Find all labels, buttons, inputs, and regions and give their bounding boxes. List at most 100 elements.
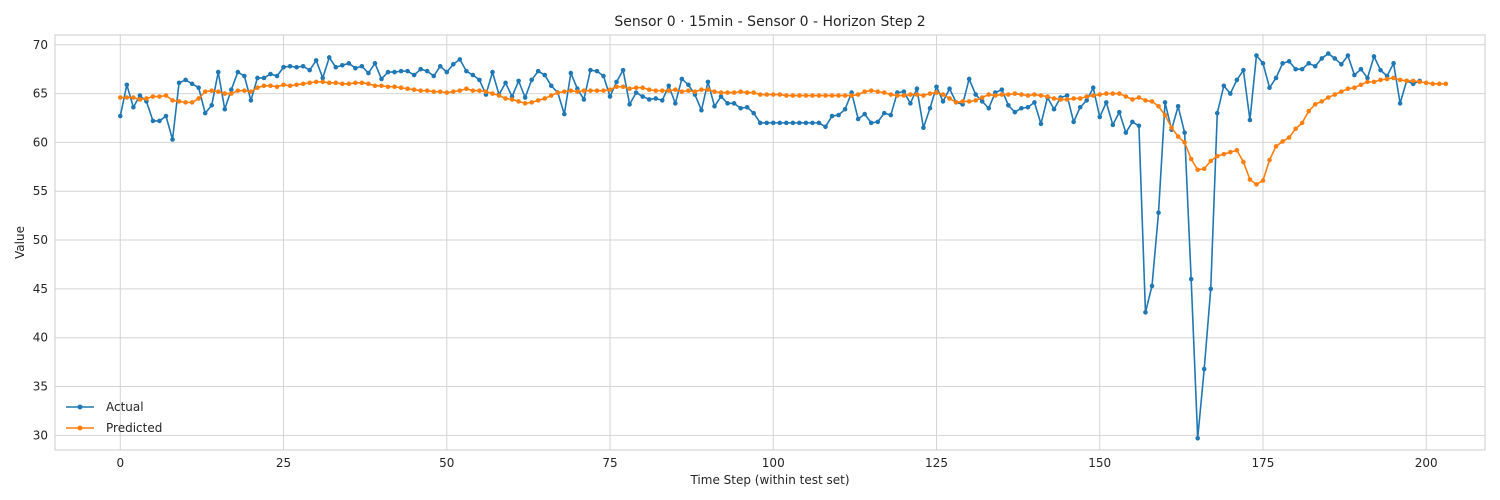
data-point <box>1325 51 1331 56</box>
data-point <box>1006 103 1011 108</box>
data-point <box>229 91 234 96</box>
data-point <box>1397 77 1403 83</box>
data-point <box>118 95 123 100</box>
data-point <box>1019 92 1024 97</box>
data-point <box>1032 92 1037 97</box>
data-point <box>803 120 809 126</box>
data-point <box>784 120 789 126</box>
data-point <box>1006 92 1011 97</box>
data-point <box>1169 125 1174 131</box>
plot-frame <box>54 34 1486 451</box>
legend-label: Actual <box>106 400 144 414</box>
data-point <box>816 120 822 126</box>
data-point <box>1267 85 1272 91</box>
data-point <box>947 96 952 101</box>
data-point <box>1306 108 1311 114</box>
data-point <box>607 94 613 99</box>
data-point <box>1358 66 1364 72</box>
data-point <box>777 120 783 126</box>
data-point <box>1143 310 1148 315</box>
data-point <box>679 89 685 94</box>
data-point <box>424 68 430 74</box>
data-point <box>1162 112 1168 118</box>
data-point <box>594 68 600 74</box>
data-point <box>888 112 894 118</box>
data-point <box>562 111 567 117</box>
data-point <box>1280 61 1285 66</box>
data-point <box>921 93 926 98</box>
data-point <box>1365 79 1370 85</box>
data-point <box>1228 91 1233 96</box>
data-point <box>777 92 783 97</box>
data-point <box>1110 122 1116 128</box>
x-tick-label: 175 <box>1252 456 1275 470</box>
data-point <box>757 120 763 126</box>
data-point <box>359 80 365 86</box>
data-point <box>705 87 711 92</box>
data-point <box>862 111 867 117</box>
data-point <box>1247 117 1253 123</box>
data-point <box>137 97 143 102</box>
data-point <box>535 68 541 74</box>
x-tick-label: 200 <box>1415 456 1438 470</box>
data-point <box>1312 102 1318 107</box>
data-point <box>457 88 463 93</box>
data-point <box>770 92 776 97</box>
data-point <box>1019 105 1024 111</box>
data-point <box>437 89 443 94</box>
data-point <box>1306 61 1311 66</box>
data-point <box>614 84 619 90</box>
data-point <box>176 80 182 86</box>
x-tick-label: 50 <box>439 456 454 470</box>
data-point <box>189 81 195 87</box>
data-point <box>1201 366 1207 372</box>
data-point <box>529 100 534 105</box>
data-point <box>744 104 750 110</box>
legend-item-predicted: Predicted <box>66 421 162 435</box>
data-point <box>333 80 339 86</box>
data-point <box>1182 140 1187 145</box>
tick-labels: 0 25 50 75 100 125 150 175 200 30 35 40 45 50 55 60 65 70 <box>33 38 1438 470</box>
data-point <box>431 73 437 79</box>
data-point <box>1064 97 1070 102</box>
x-tick-label: 25 <box>276 456 291 470</box>
data-point <box>653 88 659 93</box>
data-point <box>477 77 482 83</box>
chart-title: Sensor 0 · 15min - Sensor 0 - Horizon St… <box>614 14 925 30</box>
data-point <box>901 93 907 98</box>
data-point <box>503 96 508 101</box>
data-point <box>1345 53 1351 58</box>
data-point <box>477 88 482 93</box>
data-point <box>646 87 652 92</box>
data-point <box>1103 91 1109 96</box>
y-tick-label: 45 <box>33 282 48 296</box>
data-point <box>1260 178 1266 183</box>
data-point <box>300 81 306 87</box>
data-point <box>594 88 600 93</box>
data-point <box>1254 53 1259 58</box>
data-point <box>934 84 939 90</box>
data-point <box>751 90 756 95</box>
data-point <box>601 73 606 79</box>
data-point <box>1241 159 1246 165</box>
data-point <box>1208 158 1214 164</box>
data-point <box>451 61 456 67</box>
y-tick-label: 70 <box>33 38 48 52</box>
data-point <box>372 61 378 66</box>
data-point <box>261 75 267 81</box>
data-point <box>209 103 215 108</box>
data-point <box>379 76 384 82</box>
data-point <box>614 79 619 85</box>
data-point <box>307 67 312 73</box>
data-point <box>163 93 169 98</box>
legend: Actual Predicted <box>66 400 162 435</box>
data-point <box>307 80 312 86</box>
data-point <box>535 98 541 103</box>
data-point <box>555 90 561 95</box>
data-point <box>973 92 978 97</box>
data-point <box>1228 149 1233 155</box>
data-point <box>1319 56 1325 61</box>
legend-label: Predicted <box>106 421 162 435</box>
data-point <box>1045 94 1050 99</box>
data-point <box>1025 93 1031 98</box>
